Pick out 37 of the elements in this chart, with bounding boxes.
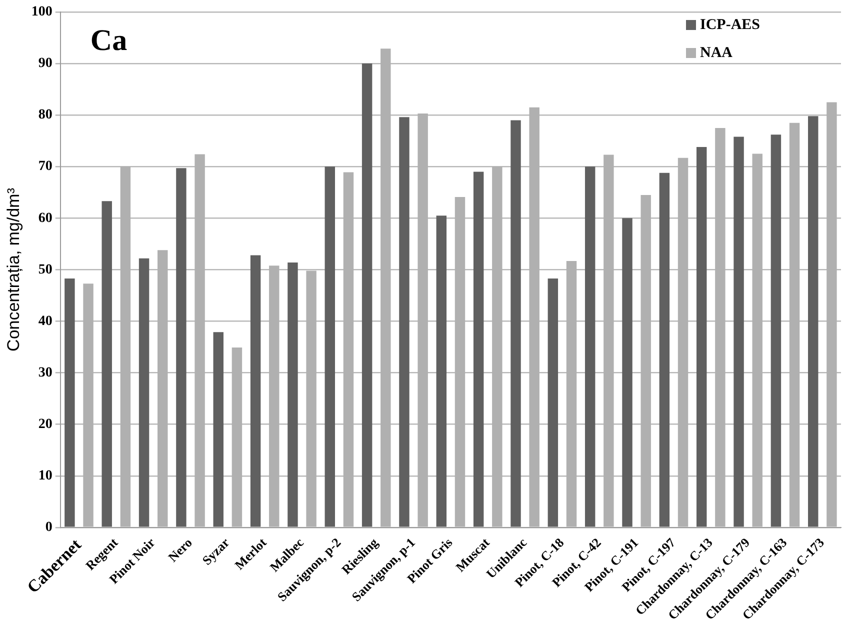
- bar: [324, 166, 336, 527]
- y-tick-label: 100: [31, 4, 52, 20]
- bar: [659, 172, 670, 527]
- y-tick-label: 0: [45, 520, 52, 536]
- y-tick-label: 60: [38, 210, 52, 226]
- bar: [288, 262, 298, 527]
- chart-title: Ca: [90, 24, 128, 57]
- y-tick-label: 10: [38, 468, 52, 484]
- bar: [176, 168, 186, 527]
- bar: [138, 258, 150, 527]
- y-tick-label: 20: [38, 416, 52, 432]
- bar: [696, 147, 707, 527]
- bar: [584, 166, 596, 527]
- bar: [622, 218, 632, 527]
- bar: [213, 332, 224, 527]
- y-tick-label: 90: [38, 56, 52, 72]
- x-tick-label: Nero: [165, 534, 195, 565]
- bar: [362, 64, 372, 527]
- bar: [399, 117, 410, 527]
- bar: [436, 216, 447, 527]
- y-tick-label: 70: [38, 159, 52, 174]
- bar: [64, 278, 75, 527]
- bar: [473, 172, 484, 527]
- bar: [808, 116, 818, 527]
- bar: [510, 120, 521, 527]
- bar: [548, 278, 558, 527]
- bar: [770, 134, 782, 527]
- y-axis-title: Concentrația, mg/dm³: [4, 188, 23, 352]
- bar: [102, 201, 112, 527]
- y-tick-label: 30: [38, 365, 52, 380]
- legend-label: ICP-AES: [700, 16, 760, 33]
- y-tick-label: 80: [38, 108, 52, 123]
- bar: [250, 255, 261, 527]
- bar: [734, 136, 744, 527]
- legend-label: NAA: [700, 44, 733, 61]
- y-tick-label: 50: [38, 262, 52, 278]
- y-tick-label: 40: [38, 314, 52, 329]
